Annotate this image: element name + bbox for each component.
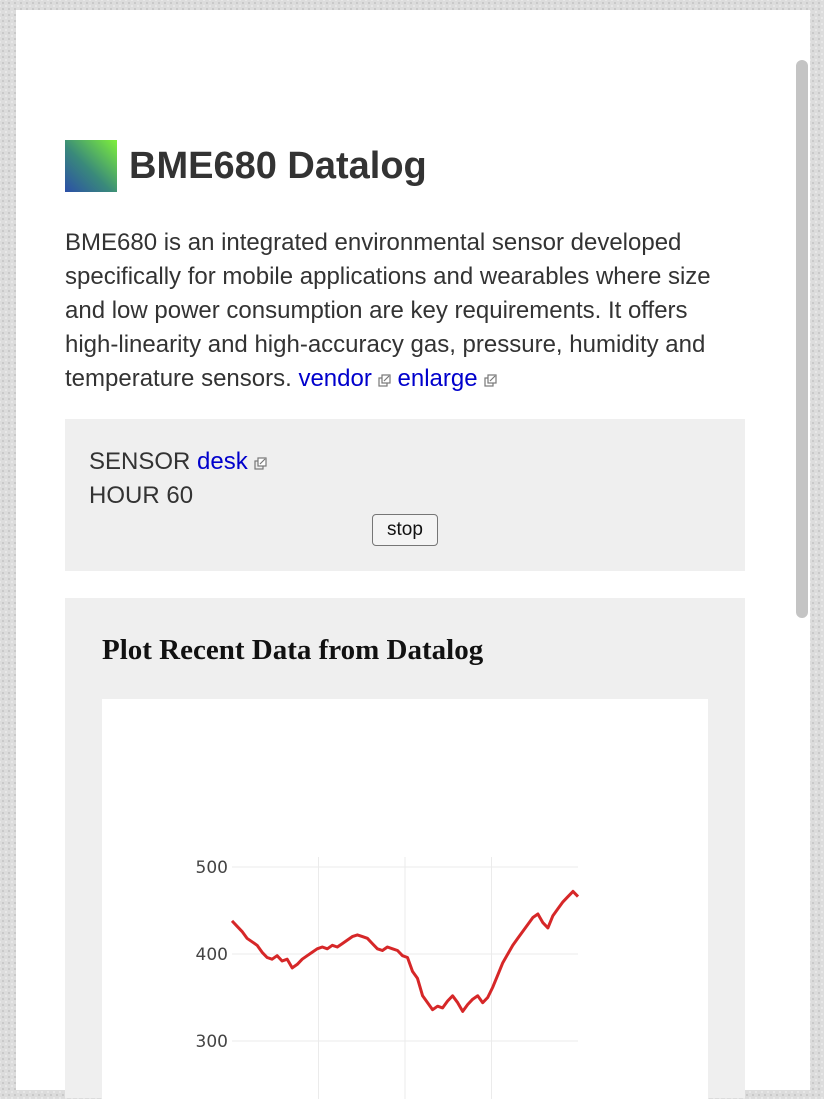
sensor-label: SENSOR [89, 448, 191, 475]
hour-label: HOUR [89, 482, 160, 509]
chart-series [230, 889, 580, 1013]
enlarge-link[interactable]: enlarge [398, 365, 478, 392]
y-tick-label: 400 [196, 945, 228, 965]
page: BME680 Datalog BME680 is an integrated e… [16, 10, 810, 1099]
scrollbar[interactable] [796, 60, 808, 1090]
external-link-icon [378, 374, 391, 387]
scrollbar-thumb[interactable] [796, 60, 808, 618]
description-text: BME680 is an integrated environmental se… [65, 229, 711, 392]
y-tick-label: 300 [196, 1032, 228, 1052]
sensor-row: SENSOR desk [89, 448, 267, 476]
page-header: BME680 Datalog [65, 140, 427, 192]
description: BME680 is an integrated environmental se… [65, 226, 745, 396]
sensor-desk-link[interactable]: desk [197, 448, 248, 475]
y-tick-label: 500 [196, 858, 228, 878]
hour-row: HOUR 60 [89, 482, 193, 510]
plot-title: Plot Recent Data from Datalog [102, 634, 484, 666]
vendor-link-label[interactable]: vendor [298, 365, 372, 392]
logo [65, 140, 117, 192]
plot-panel: Plot Recent Data from Datalog 300 400 500 [65, 598, 745, 1099]
enlarge-link-label[interactable]: enlarge [397, 365, 478, 392]
external-link-icon [254, 457, 267, 470]
vendor-link[interactable]: vendor [298, 365, 371, 392]
plot-card: 300 400 500 [102, 699, 708, 1099]
chart-grid [232, 857, 578, 1099]
hour-value: 60 [166, 482, 194, 509]
stop-button[interactable]: stop [372, 514, 438, 546]
line-chart: 300 400 500 [196, 857, 580, 1099]
external-link-icon [483, 374, 497, 387]
sensor-panel: SENSOR desk HOUR 60 stop [65, 419, 745, 571]
chart-y-axis: 300 400 500 [196, 858, 228, 1052]
series-line [230, 889, 580, 1013]
page-title: BME680 Datalog [129, 144, 427, 187]
